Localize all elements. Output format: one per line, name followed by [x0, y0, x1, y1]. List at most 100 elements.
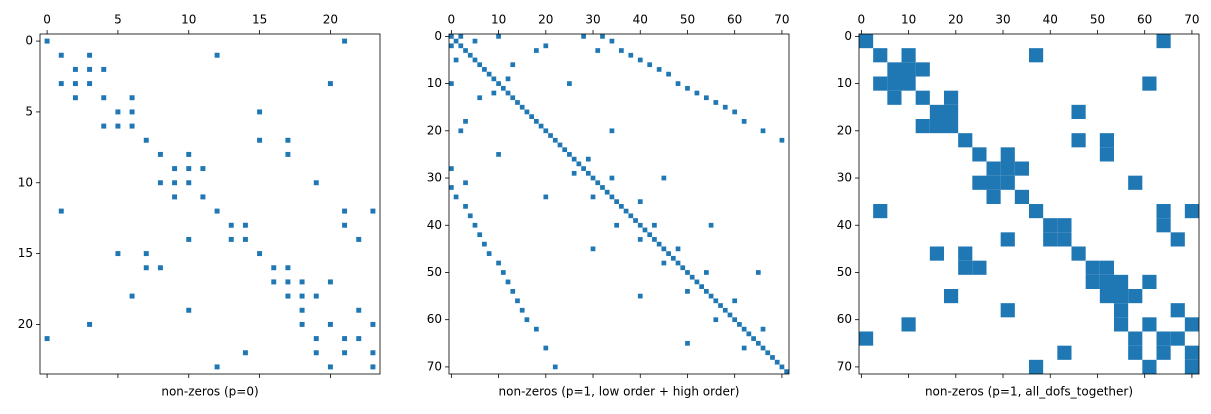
x-tick-label: 30	[995, 13, 1010, 27]
nonzero-marker	[458, 128, 464, 134]
nonzero-marker	[1000, 147, 1015, 162]
nonzero-marker	[538, 123, 544, 129]
nonzero-marker	[704, 289, 709, 294]
x-axis-label: non-zeros (p=1, all_dofs_together)	[925, 385, 1133, 399]
nonzero-marker	[299, 321, 305, 327]
nonzero-marker	[576, 161, 582, 167]
x-tick-label: 50	[1090, 13, 1105, 27]
nonzero-marker	[486, 251, 492, 256]
nonzero-marker	[1029, 359, 1044, 374]
nonzero-marker	[58, 52, 64, 58]
nonzero-marker	[342, 336, 348, 342]
nonzero-marker	[595, 180, 601, 186]
y-tick-label: 40	[427, 218, 442, 232]
nonzero-marker	[44, 38, 50, 44]
nonzero-marker	[770, 355, 775, 360]
x-tick-label: 10	[491, 13, 506, 27]
nonzero-marker	[929, 246, 944, 261]
nonzero-marker	[741, 326, 747, 332]
nonzero-marker	[619, 204, 624, 209]
nonzero-marker	[1014, 161, 1029, 176]
nonzero-marker	[200, 166, 206, 172]
nonzero-marker	[1128, 289, 1143, 304]
nonzero-marker	[571, 156, 577, 162]
nonzero-marker	[1071, 246, 1086, 261]
nonzero-marker	[1156, 204, 1171, 219]
nonzero-marker	[661, 175, 667, 181]
nonzero-marker	[101, 95, 107, 101]
x-tick-label: 10	[901, 13, 916, 27]
nonzero-marker	[628, 213, 634, 219]
x-tick-label: 40	[1043, 13, 1058, 27]
nonzero-marker	[101, 66, 107, 72]
axes-frame	[448, 33, 790, 375]
x-tick-label: 60	[1137, 13, 1152, 27]
x-tick-label: 50	[680, 13, 695, 27]
nonzero-marker	[285, 293, 291, 299]
nonzero-marker	[271, 265, 277, 271]
nonzero-marker	[689, 274, 695, 280]
nonzero-marker	[1170, 303, 1185, 318]
nonzero-marker	[285, 137, 291, 143]
nonzero-marker	[656, 67, 662, 72]
nonzero-marker	[186, 307, 192, 313]
nonzero-marker	[590, 194, 596, 200]
nonzero-marker	[228, 236, 234, 242]
x-tick-label: 30	[585, 13, 600, 27]
nonzero-marker	[929, 119, 944, 134]
nonzero-marker	[741, 119, 747, 124]
nonzero-marker	[600, 34, 605, 39]
nonzero-marker	[732, 298, 738, 304]
nonzero-marker	[129, 293, 135, 299]
nonzero-marker	[713, 100, 719, 105]
y-tick-label: 10	[18, 175, 33, 189]
nonzero-marker	[737, 322, 742, 327]
nonzero-marker	[505, 76, 511, 82]
x-axis-label: non-zeros (p=1, low order + high order)	[499, 385, 740, 399]
nonzero-marker	[186, 166, 192, 172]
nonzero-marker	[1184, 317, 1199, 332]
nonzero-marker	[143, 137, 149, 143]
nonzero-marker	[370, 208, 376, 214]
nonzero-marker	[458, 43, 464, 49]
nonzero-marker	[751, 336, 756, 341]
y-tick-label: 30	[837, 171, 852, 185]
nonzero-marker	[157, 151, 163, 157]
nonzero-marker	[713, 317, 719, 323]
nonzero-marker	[285, 279, 291, 285]
nonzero-marker	[581, 34, 586, 39]
nonzero-marker	[1128, 345, 1143, 360]
nonzero-marker	[1057, 232, 1072, 247]
nonzero-marker	[779, 364, 785, 370]
y-tick-label: 5	[25, 104, 33, 118]
y-tick-label: 10	[837, 76, 852, 90]
nonzero-marker	[760, 326, 766, 332]
nonzero-marker	[44, 336, 50, 342]
nonzero-marker	[642, 227, 648, 233]
nonzero-marker	[496, 81, 501, 86]
nonzero-marker	[186, 151, 192, 157]
nonzero-marker	[1029, 48, 1044, 63]
nonzero-marker	[675, 81, 681, 86]
nonzero-marker	[242, 350, 248, 356]
nonzero-marker	[1156, 34, 1171, 49]
nonzero-marker	[115, 123, 121, 129]
nonzero-marker	[901, 62, 916, 77]
nonzero-marker	[58, 208, 64, 214]
nonzero-marker	[129, 95, 135, 101]
nonzero-marker	[944, 119, 959, 134]
nonzero-marker	[637, 293, 643, 299]
y-tick-label: 30	[427, 171, 442, 185]
nonzero-marker	[87, 66, 93, 72]
nonzero-marker	[1029, 204, 1044, 219]
nonzero-marker	[1128, 175, 1143, 190]
nonzero-marker	[505, 90, 511, 96]
nonzero-marker	[257, 137, 263, 143]
nonzero-marker	[313, 180, 319, 186]
nonzero-marker	[746, 331, 752, 337]
nonzero-marker	[1114, 274, 1129, 289]
nonzero-marker	[453, 38, 459, 44]
nonzero-marker	[486, 71, 492, 77]
nonzero-marker	[519, 104, 525, 110]
